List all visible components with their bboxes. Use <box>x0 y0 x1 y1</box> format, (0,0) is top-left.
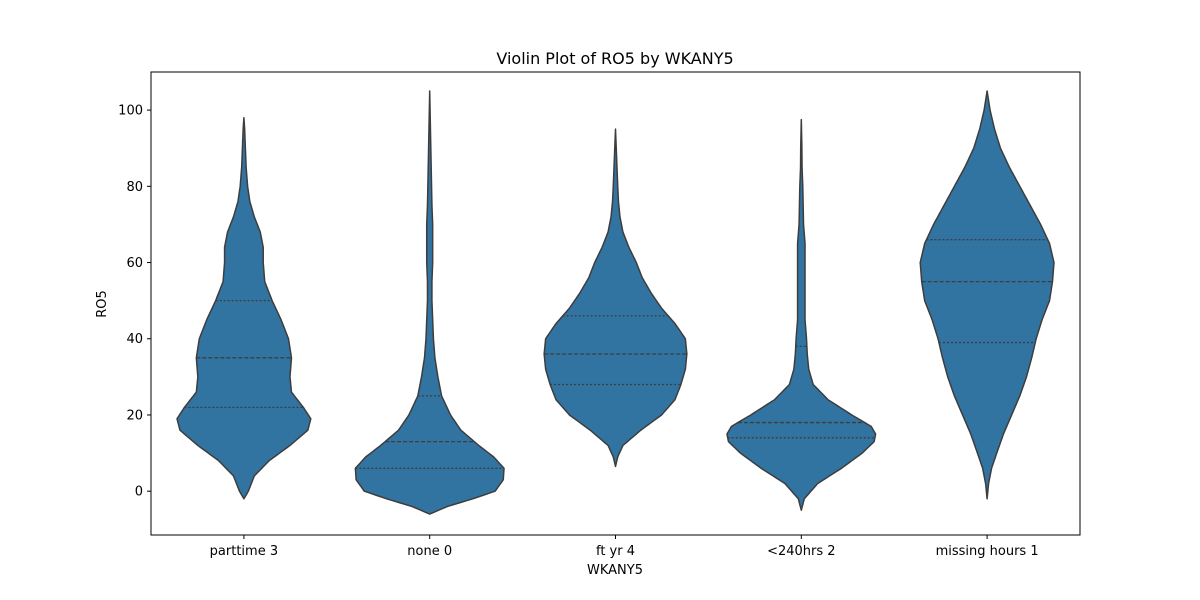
violin-1 <box>176 116 312 500</box>
y-axis-title: RO5 <box>95 290 110 318</box>
violin-3 <box>543 128 688 468</box>
chart-title: Violin Plot of RO5 by WKANY5 <box>496 49 733 68</box>
y-tick-label: 100 <box>118 104 143 119</box>
x-tick-label: missing hours 1 <box>936 544 1039 559</box>
x-axis: parttime 3 none 0 ft yr 4 <240hrs 2 missing … <box>210 535 1039 559</box>
y-tick-label: 40 <box>126 332 143 347</box>
x-tick-label: ft yr 4 <box>596 544 635 559</box>
violin-body <box>919 90 1055 500</box>
violin-4 <box>726 118 877 511</box>
x-tick-label: <240hrs 2 <box>767 544 835 559</box>
x-tick-label: parttime 3 <box>210 544 278 559</box>
violins-group <box>176 90 1055 515</box>
x-axis-title: WKANY5 <box>587 563 643 578</box>
violin-2 <box>354 90 505 515</box>
x-tick-label: none 0 <box>407 544 452 559</box>
violin-5 <box>919 90 1055 500</box>
y-tick-label: 20 <box>126 408 143 423</box>
y-tick-label: 0 <box>135 485 143 500</box>
violin-body <box>354 90 505 515</box>
y-tick-label: 60 <box>126 256 143 271</box>
violin-body <box>726 118 877 511</box>
violin-body <box>543 128 688 468</box>
y-tick-label: 80 <box>126 180 143 195</box>
y-axis: 0 20 40 60 80 100 <box>118 104 151 500</box>
violin-body <box>176 116 312 500</box>
